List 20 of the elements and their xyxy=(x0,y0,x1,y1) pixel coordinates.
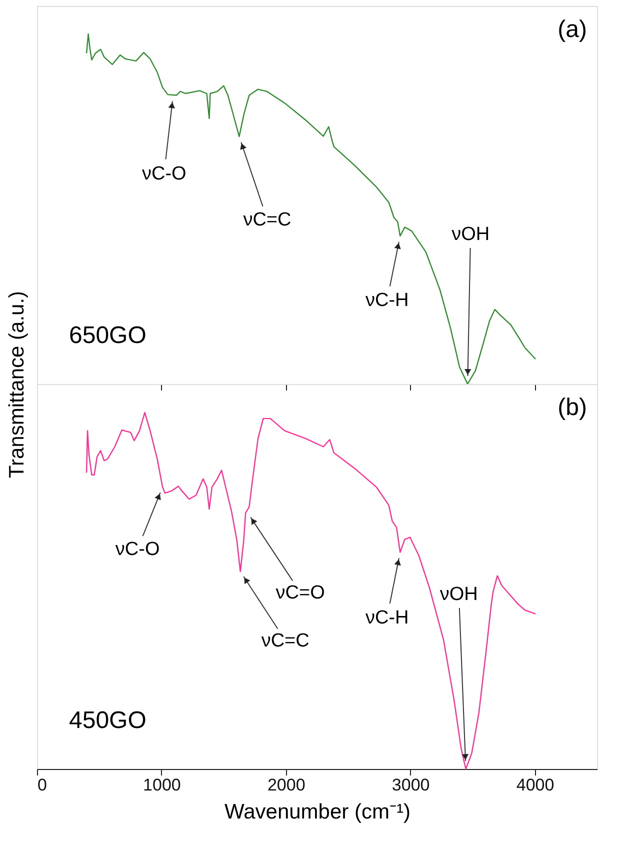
annotation: νOH xyxy=(452,224,490,245)
annotation: νC-H xyxy=(365,290,409,311)
annotation: (b) xyxy=(558,394,587,421)
annotation: 450GO xyxy=(69,707,146,734)
x-tick-label: 1000 xyxy=(143,776,181,794)
x-tick-label: 2000 xyxy=(267,776,306,794)
annotation: νC=C xyxy=(243,210,292,231)
x-tick-label: 4000 xyxy=(516,776,554,794)
annotation: νC-O xyxy=(115,539,160,560)
annotation: νC-O xyxy=(142,163,186,184)
annotation: 650GO xyxy=(69,322,146,349)
x-axis-title: Wavenumber (cm⁻¹) xyxy=(224,800,410,824)
annotation: (a) xyxy=(558,16,587,43)
x-tick-label: 3000 xyxy=(392,776,430,794)
annotation: νOH xyxy=(440,584,478,605)
y-axis-title: Transmittance (a.u.) xyxy=(6,290,28,478)
annotation: νC=C xyxy=(261,630,310,652)
annotation: νC-H xyxy=(365,607,409,628)
annotation: νC=O xyxy=(276,582,325,604)
x-tick-label: 0 xyxy=(38,776,47,794)
